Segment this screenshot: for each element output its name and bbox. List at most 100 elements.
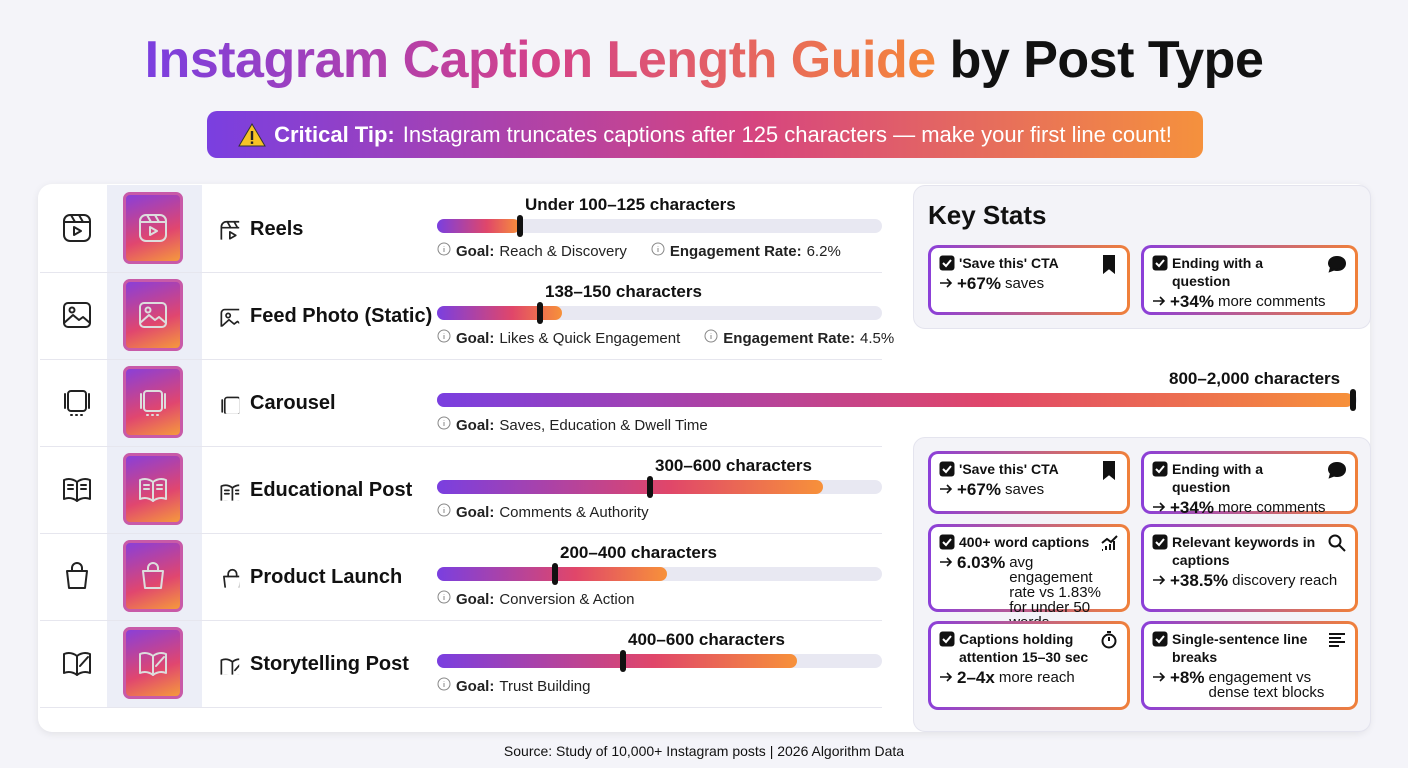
stat-rest: saves bbox=[1004, 481, 1045, 498]
bar-fill bbox=[437, 306, 562, 320]
row-name: Reels bbox=[250, 218, 304, 240]
icon bbox=[61, 386, 93, 423]
arrow bbox=[939, 276, 953, 293]
marker bbox=[620, 650, 626, 672]
card-icon bbox=[1099, 460, 1119, 484]
checkbox bbox=[939, 461, 955, 481]
range-label: 800–2,000 characters bbox=[1169, 369, 1341, 388]
stat-value: +34% bbox=[1170, 498, 1214, 517]
goal-label: Goal: bbox=[456, 242, 495, 260]
stat-title: Ending with a question bbox=[1152, 460, 1347, 496]
stat-card: Relevant keywords in captions +38.5% disco… bbox=[1141, 524, 1358, 612]
arrow bbox=[1152, 500, 1166, 517]
stat-value: +34% bbox=[1170, 292, 1214, 311]
marker bbox=[537, 302, 543, 324]
thumbnail bbox=[123, 366, 183, 438]
goal-line: Goal: Trust Building bbox=[437, 677, 591, 695]
key-stats-title: Key Stats bbox=[928, 200, 1047, 230]
thumbnail bbox=[123, 627, 183, 699]
icon bbox=[61, 647, 93, 684]
checkbox bbox=[1152, 631, 1168, 651]
stat-value-line: +34% more comments bbox=[1152, 292, 1347, 311]
stat-rest: avg engagement rate vs 1.83% for under 5… bbox=[1009, 554, 1101, 630]
stat-value-line: 2–4x more reach bbox=[939, 668, 1119, 687]
card-icon bbox=[1099, 533, 1119, 557]
thumbnail bbox=[123, 279, 183, 351]
goal-label: Goal: bbox=[456, 503, 495, 521]
card-icon bbox=[1099, 254, 1119, 278]
arrow bbox=[1152, 294, 1166, 311]
stat-rest: engagement vs dense text blocks bbox=[1208, 669, 1325, 701]
tip-text: Instagram truncates captions after 125 c… bbox=[402, 121, 1172, 147]
checkbox bbox=[1152, 255, 1168, 275]
icon bbox=[137, 212, 169, 249]
goal-line: Goal: Reach & Discovery Engagement Rate: 6.… bbox=[437, 242, 841, 260]
stat-title: 'Save this' CTA bbox=[939, 460, 1119, 481]
row bbox=[40, 185, 882, 273]
checkbox bbox=[939, 255, 955, 275]
goal-text: Saves, Education & Dwell Time bbox=[499, 416, 708, 434]
stat-card: 'Save this' CTA +67% saves bbox=[928, 451, 1130, 514]
checkbox bbox=[1152, 461, 1168, 481]
info-icon bbox=[437, 242, 451, 260]
marker bbox=[552, 563, 558, 585]
bar-fill bbox=[437, 393, 1353, 407]
stat-title: 'Save this' CTA bbox=[939, 254, 1119, 275]
icon bbox=[137, 647, 169, 684]
range-label: 400–600 characters bbox=[628, 630, 785, 649]
stat-rest: more comments bbox=[1217, 499, 1326, 516]
icon bbox=[61, 212, 93, 249]
tip-label: Critical Tip: bbox=[274, 121, 395, 147]
icon bbox=[61, 299, 93, 336]
goal-label: Goal: bbox=[456, 590, 495, 608]
icon bbox=[137, 560, 169, 597]
stat-title: Captions holding attention 15–30 sec bbox=[939, 630, 1119, 666]
stat-value-line: +38.5% discovery reach bbox=[1152, 572, 1347, 590]
thumbnail bbox=[123, 453, 183, 525]
arrow bbox=[939, 670, 953, 687]
stat-value: 6.03% bbox=[957, 553, 1006, 572]
stat-card: Captions holding attention 15–30 sec 2–4x… bbox=[928, 621, 1130, 710]
stat-value: +67% bbox=[957, 274, 1001, 293]
info-icon bbox=[651, 242, 665, 260]
goal-line: Goal: Saves, Education & Dwell Time bbox=[437, 416, 708, 434]
tip-banner: Critical Tip: Instagram truncates caption… bbox=[207, 111, 1203, 158]
arrow bbox=[1152, 573, 1166, 590]
thumbnail bbox=[123, 192, 183, 264]
stat-value: 2–4x bbox=[957, 668, 995, 687]
marker bbox=[1350, 389, 1356, 411]
icon bbox=[61, 560, 93, 597]
stat-rest: more comments bbox=[1217, 293, 1326, 310]
icon bbox=[219, 306, 245, 331]
goal-label: Goal: bbox=[456, 677, 495, 695]
stat-rest: saves bbox=[1004, 275, 1045, 292]
range-label: 138–150 characters bbox=[545, 282, 702, 301]
icon bbox=[61, 473, 93, 510]
stat-card: 'Save this' CTA +67% saves bbox=[928, 245, 1130, 315]
stat-value-line: 6.03% avg engagement rate vs 1.83% for un… bbox=[939, 553, 1119, 630]
row-name: Storytelling Post bbox=[250, 653, 409, 675]
info-icon bbox=[437, 590, 451, 608]
rate-label: Engagement Rate: bbox=[723, 329, 855, 347]
goal-text: Likes & Quick Engagement bbox=[499, 329, 681, 347]
title-gradient: Instagram Caption Length Guide bbox=[144, 31, 937, 89]
row-name: Educational Post bbox=[250, 479, 413, 501]
goal-text: Comments & Authority bbox=[499, 503, 649, 521]
stat-card: Ending with a question +34% more comments bbox=[1141, 245, 1358, 315]
arrow bbox=[939, 482, 953, 499]
card-icon bbox=[1327, 533, 1347, 557]
arrow bbox=[1152, 670, 1166, 700]
goal-line: Goal: Conversion & Action bbox=[437, 590, 634, 608]
info-icon bbox=[437, 677, 451, 695]
bar-fill bbox=[437, 654, 797, 668]
icon bbox=[219, 654, 245, 679]
card-icon bbox=[1099, 630, 1119, 654]
arrow bbox=[939, 555, 953, 630]
icon bbox=[219, 567, 242, 592]
row-name: Feed Photo (Static) bbox=[250, 305, 433, 327]
goal-line: Goal: Likes & Quick Engagement Engagement … bbox=[437, 329, 894, 347]
goal-label: Goal: bbox=[456, 416, 495, 434]
goal-text: Reach & Discovery bbox=[499, 242, 627, 260]
bar-fill bbox=[437, 480, 823, 494]
stat-title: Relevant keywords in captions bbox=[1152, 533, 1347, 569]
